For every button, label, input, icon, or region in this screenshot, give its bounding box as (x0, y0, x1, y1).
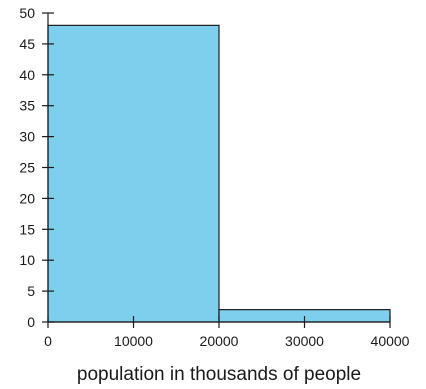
axes-group: 0 5 10 15 20 25 30 35 40 45 50 0 10000 20000 30000 4000… (19, 5, 409, 349)
y-tick-label: 25 (19, 160, 35, 176)
y-tick-label: 0 (27, 314, 35, 330)
y-tick-label: 15 (19, 221, 35, 237)
bars-group (47, 24, 391, 323)
y-tick-label: 45 (19, 36, 35, 52)
x-tick-label: 40000 (371, 333, 410, 349)
x-tick-label: 0 (44, 333, 52, 349)
y-tick-label: 40 (19, 67, 35, 83)
y-tick-label: 20 (19, 190, 35, 206)
x-tick-label: 10000 (114, 333, 153, 349)
y-tick-label: 5 (27, 283, 35, 299)
x-tick-label: 30000 (285, 333, 324, 349)
y-tick-label: 30 (19, 129, 35, 145)
x-tick-label: 20000 (200, 333, 239, 349)
x-axis-label: population in thousands of people (77, 364, 361, 385)
y-tick-label: 50 (19, 5, 35, 21)
y-tick-label: 10 (19, 252, 35, 268)
y-tick-label: 35 (19, 98, 35, 114)
histogram-bar-0 (47, 24, 220, 323)
